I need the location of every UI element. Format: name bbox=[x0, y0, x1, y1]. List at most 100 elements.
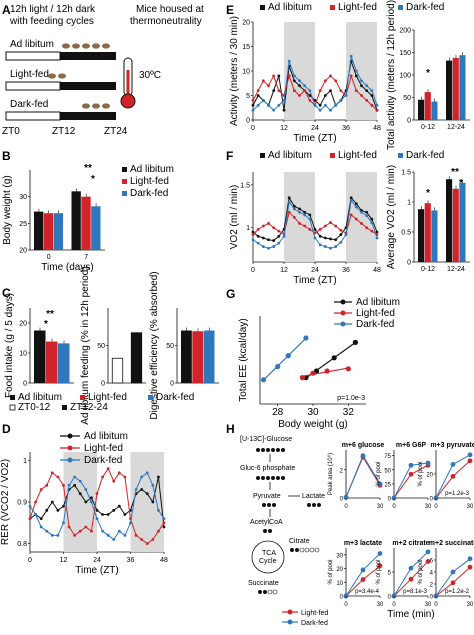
x-tick-label: 0 bbox=[434, 504, 438, 510]
bar-light-fed-all bbox=[192, 331, 204, 383]
legend-g-marker-dark bbox=[340, 321, 346, 327]
point-light-fed bbox=[292, 216, 296, 219]
point-ad-libitum bbox=[323, 94, 327, 97]
chart-title: m+2 citrate bbox=[392, 540, 429, 547]
x-tick-label: 24 bbox=[93, 557, 101, 564]
x-tick-label: 30 bbox=[307, 407, 319, 418]
x-tick-label: 7 bbox=[84, 254, 88, 261]
point-ad-libitum bbox=[145, 492, 149, 496]
y-tick-label: 6 bbox=[430, 559, 434, 565]
bar-light-fed-all bbox=[46, 341, 58, 383]
y-axis-title: % of pool bbox=[418, 461, 424, 486]
point-light-fed bbox=[123, 475, 127, 479]
chart-d: 0.8 0.9 1 RER (VCO2 / VO2) 0 12 24 36 48 Time (ZT… bbox=[0, 452, 168, 576]
point-light-fed bbox=[287, 74, 291, 78]
significance-c1-2: * bbox=[44, 319, 48, 330]
node-lactate: Lactate bbox=[302, 493, 325, 500]
x-tick-label: 12-24 bbox=[447, 124, 465, 131]
bar-light-fed-0 bbox=[43, 213, 54, 250]
g6p-carbons bbox=[256, 476, 285, 480]
point-dark-fed bbox=[106, 533, 110, 537]
point-dark-fed bbox=[339, 99, 343, 102]
point-ad-libitum bbox=[56, 508, 60, 512]
legend-c-ad: Ad libitum bbox=[18, 392, 62, 403]
y-axis-title: Ad libitum feeding (% in 12h period) bbox=[80, 266, 91, 424]
point-dark-fed bbox=[140, 475, 144, 479]
point-light-fed bbox=[467, 564, 473, 570]
y-tick-label: 20 bbox=[19, 321, 27, 328]
y-tick-label: 0 bbox=[388, 497, 392, 503]
legend-c-zt0: ZT0-12 bbox=[18, 402, 51, 413]
point-ad-libitum bbox=[106, 513, 110, 516]
y-tick-label: 25 bbox=[384, 482, 391, 488]
legend-e-swatch-ad bbox=[260, 5, 265, 10]
point-ad-libitum bbox=[354, 202, 358, 206]
x-axis-title: Time (ZT) bbox=[75, 565, 119, 576]
point-ad-libitum bbox=[323, 236, 327, 240]
light-bar-light bbox=[5, 81, 61, 91]
bar-dark-fed-0 bbox=[53, 213, 63, 250]
x-tick-label: 28 bbox=[272, 407, 284, 418]
point-dark-fed bbox=[467, 452, 473, 458]
dark-phase-shade bbox=[284, 172, 315, 262]
citrate-carbons bbox=[290, 547, 320, 553]
point-ad-libitum bbox=[39, 517, 43, 521]
x-tick-label: 30 bbox=[377, 602, 384, 608]
x-tick-label: 0 bbox=[251, 267, 255, 274]
point-light-fed bbox=[334, 79, 338, 83]
point-light-fed bbox=[408, 471, 414, 477]
significance-c1-1: ** bbox=[46, 309, 54, 320]
chart-f2: 0 0.5 1 1.5 Average VO2 (ml / min) 0-12 12-24 *… bbox=[386, 165, 470, 273]
point-dark-fed bbox=[377, 481, 383, 487]
tracer-label: [U-13C]-Glucose bbox=[240, 436, 292, 443]
y-axis-title: Food intake (g / 5 days) bbox=[4, 293, 15, 398]
y-tick-label: 0 bbox=[340, 595, 344, 601]
point-ad-libitum bbox=[123, 513, 127, 516]
y-axis-title: % of pool bbox=[376, 461, 382, 486]
point-dark-fed bbox=[329, 108, 332, 112]
point-dark-fed bbox=[78, 479, 82, 483]
y-tick-label: 30 bbox=[19, 194, 27, 201]
y-tick-label: 0 bbox=[340, 497, 344, 503]
bar-dark-fed-12-24 bbox=[459, 55, 466, 121]
x-tick-label: 0 bbox=[392, 504, 396, 510]
legend-f: Ad libitum Light-fed Dark-fed bbox=[260, 150, 444, 161]
legend-b-dark: Dark-fed bbox=[130, 188, 168, 199]
y-axis-title: Peak area (10⁶) bbox=[327, 453, 334, 495]
x-tick-label: 0-12 bbox=[421, 124, 435, 131]
point-dark-fed bbox=[251, 108, 255, 112]
point-dark-fed bbox=[272, 245, 276, 248]
point-dark-fed bbox=[354, 69, 358, 73]
panel-a-mice-line1: Mice housed at bbox=[136, 4, 204, 15]
point-light-fed bbox=[345, 366, 351, 372]
point-ad-libitum bbox=[331, 355, 337, 361]
point-light-fed bbox=[62, 483, 65, 487]
point-dark-fed bbox=[292, 74, 296, 78]
x-tick-label: 48 bbox=[373, 125, 381, 132]
x-tick-label: 12 bbox=[60, 557, 68, 564]
point-ad-libitum bbox=[62, 504, 65, 508]
x-axis-title: Time (min) bbox=[387, 609, 434, 620]
legend-b: Ad libitum Light-fed Dark-fed bbox=[122, 164, 174, 199]
x-tick-label: 0 bbox=[47, 254, 51, 261]
point-ad-libitum bbox=[292, 204, 296, 208]
point-light-fed bbox=[292, 89, 296, 92]
y-tick-label: 0 bbox=[430, 497, 434, 503]
chart-c2: 0 50 Ad libitum feeding (% in 12h period) bbox=[80, 266, 146, 425]
significance-f2-1: * bbox=[426, 188, 430, 199]
point-dark-fed bbox=[73, 475, 77, 479]
p-value-annotation: p=1.0e-3 bbox=[337, 395, 365, 402]
legend-g-ad: Ad libitum bbox=[356, 297, 400, 308]
y-axis-title: Body weight (g) bbox=[2, 175, 13, 244]
point-dark-fed bbox=[334, 103, 338, 107]
x-tick-label: 36 bbox=[342, 125, 350, 132]
point-dark-fed bbox=[256, 103, 260, 107]
point-dark-fed bbox=[50, 533, 54, 537]
pyruvate-carbons bbox=[262, 503, 276, 507]
y-tick-label: 15 bbox=[242, 44, 250, 51]
